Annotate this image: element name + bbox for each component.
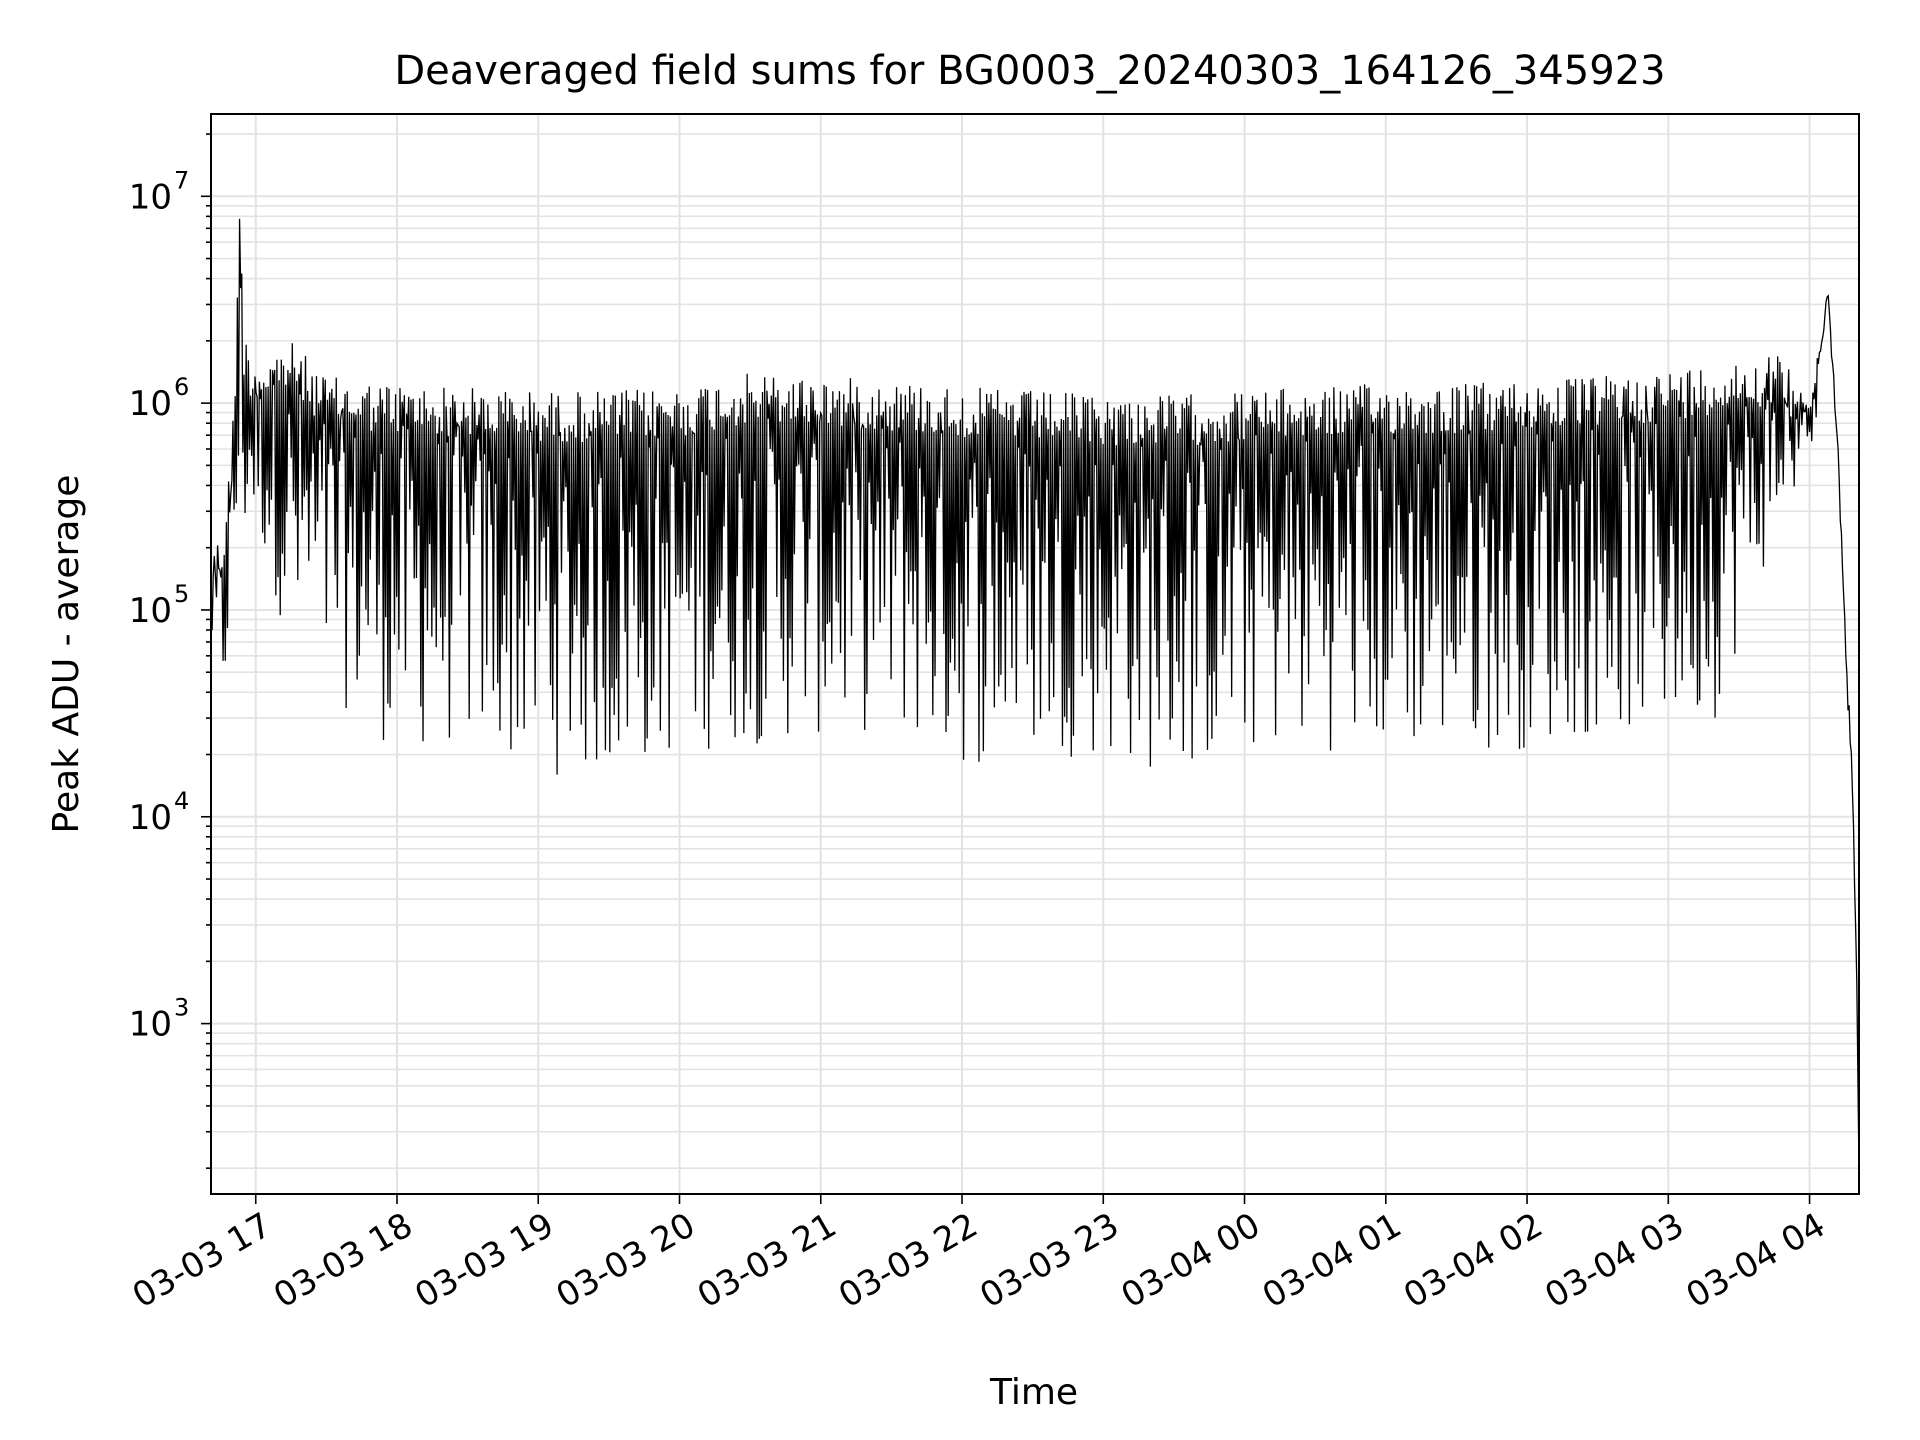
chart-title: Deaveraged field sums for BG0003_2024030… [394,48,1665,94]
y-tick-label-exponent: 4 [174,787,189,815]
y-tick-label-exponent: 7 [174,166,189,194]
x-axis-label: Time [989,1372,1078,1413]
y-tick-label-exponent: 5 [174,580,189,608]
y-tick-label-exponent: 6 [174,373,189,401]
plot-frame [210,113,1860,1195]
series-line [210,218,1860,1173]
y-tick-label-base: 10 [129,798,172,838]
y-tick-label-base: 10 [129,177,172,217]
y-axis-label: Peak ADU - average [46,475,87,834]
y-tick-label-base: 10 [129,1005,172,1045]
y-tick-label-base: 10 [129,384,172,424]
y-tick-label-exponent: 3 [174,994,189,1022]
y-tick-label-base: 10 [129,591,172,631]
series-container [210,218,1860,1173]
